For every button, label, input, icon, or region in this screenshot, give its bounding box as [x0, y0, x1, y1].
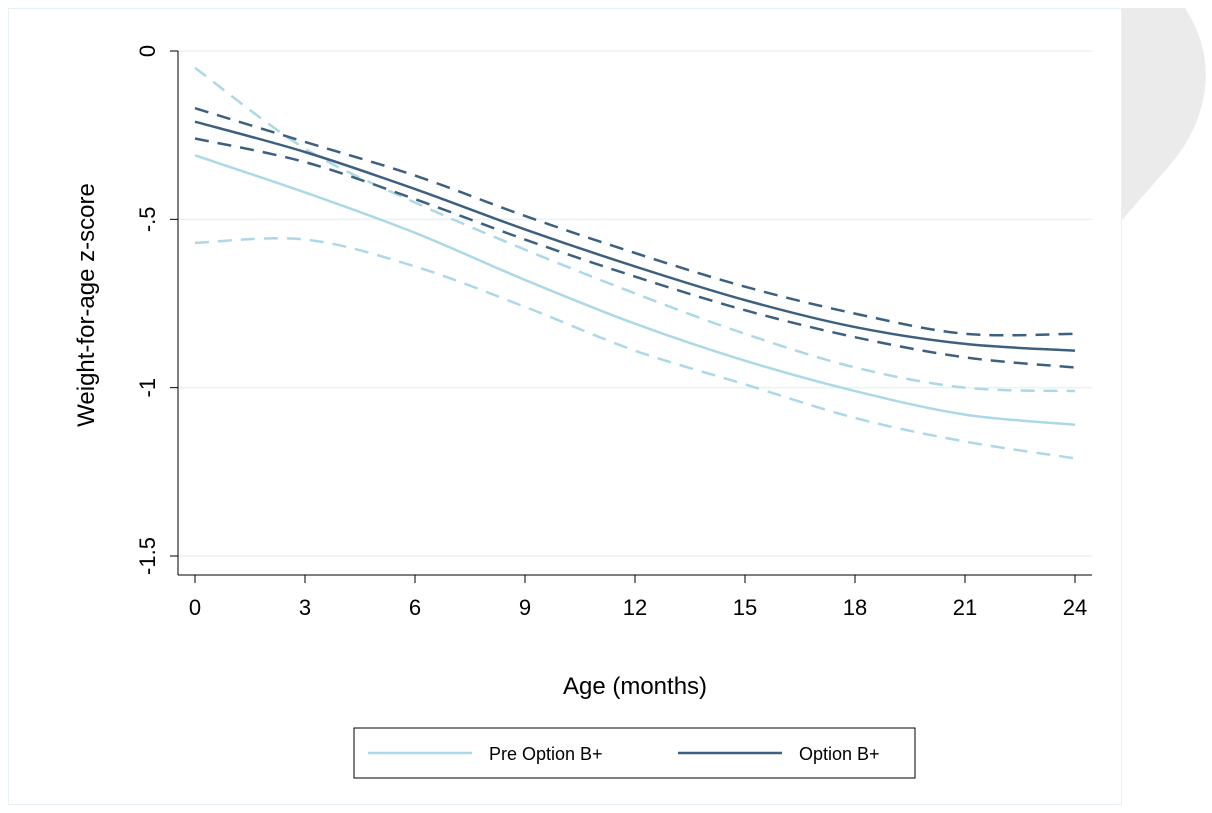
y-ticks: 0 -.5 -1 -1.5	[135, 45, 178, 575]
legend-label: Option B+	[799, 744, 880, 764]
legend-label: Pre Option B+	[489, 744, 603, 764]
x-tick-label: 6	[409, 595, 421, 620]
axes	[177, 51, 1092, 576]
y-tick-label: -1.5	[135, 537, 160, 575]
grid-lines	[178, 50, 1092, 557]
y-axis-label: Weight-for-age z-score	[73, 183, 100, 427]
x-tick-label: 9	[519, 595, 531, 620]
y-tick-label: -1	[135, 378, 160, 398]
legend: Pre Option B+ Option B+	[353, 727, 916, 779]
option-b-ci-upper-line	[194, 107, 1076, 337]
y-tick-label: 0	[135, 45, 160, 57]
chart-frame	[8, 8, 1122, 805]
legend-items: Pre Option B+ Option B+	[368, 744, 880, 764]
pre-option-b-ci-lower-line	[194, 237, 1076, 460]
gray-arc-shape	[1122, 8, 1206, 220]
x-tick-label: 15	[733, 595, 757, 620]
x-ticks: 0 3 6 9 12 15 18 21 24	[189, 575, 1087, 620]
pre-option-b-ci-upper-line	[194, 66, 1076, 393]
x-axis-label: Age (months)	[563, 673, 707, 700]
x-tick-label: 3	[299, 595, 311, 620]
option-b-ci-lower-line	[194, 137, 1076, 369]
x-tick-label: 18	[843, 595, 867, 620]
confidence-bands	[194, 66, 1076, 460]
x-tick-label: 0	[189, 595, 201, 620]
x-tick-label: 24	[1063, 595, 1087, 620]
x-tick-label: 12	[623, 595, 647, 620]
pre-option-b-line	[194, 154, 1076, 426]
y-tick-label: -.5	[135, 206, 160, 232]
series-lines	[194, 120, 1076, 426]
option-b-line	[194, 120, 1076, 352]
x-tick-label: 21	[953, 595, 977, 620]
